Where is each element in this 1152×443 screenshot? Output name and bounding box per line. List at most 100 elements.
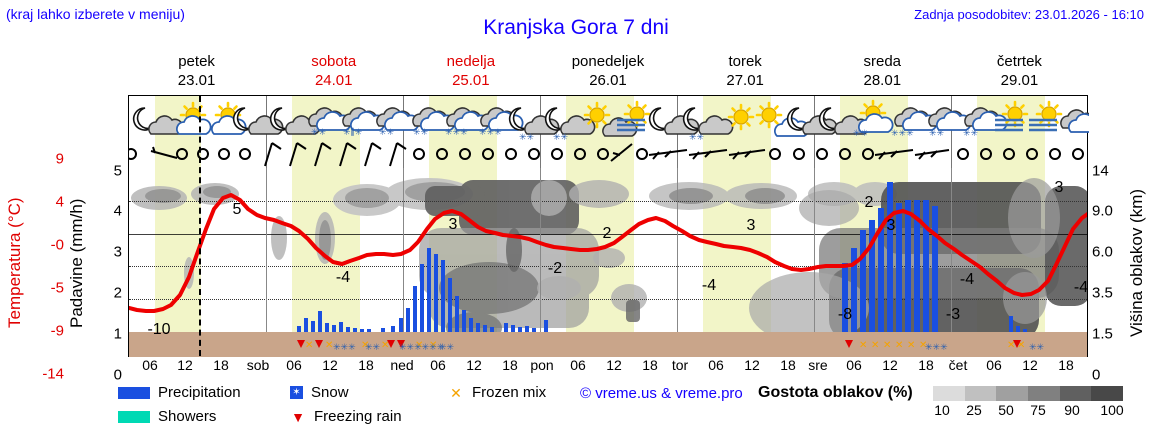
cloudheight-axis-ticks: 14 9.0 6.0 3.5 1.5 0 <box>1092 155 1126 384</box>
weather-icon-cloud-snow: ✳✳ <box>308 107 352 137</box>
temp-tick: -14 <box>42 365 64 383</box>
ground-strip: ✕ ✕ ✕ ✕ ✕ ✕ ✕ ✕ ✕ ✕ ✕ ✕ ✕ ✕ ✳✳✳ ✳✳ ✳✳✳✳✳✳ ✳✳ <box>129 332 1087 357</box>
x-tick: 18 <box>1058 357 1074 373</box>
data-field[interactable]: ✕ ✕ ✕ ✕ ✕ ✕ ✕ ✕ ✕ ✕ ✕ ✕ ✕ ✕ ✳✳✳ ✳✳ ✳✳✳✳✳✳ ✳✳ <box>129 168 1087 357</box>
x-tick: 06 <box>986 357 1002 373</box>
wind-calm-icon <box>1049 148 1061 160</box>
weather-icon-cloud-snow: ✳✳ <box>376 107 420 137</box>
weather-icon-sun <box>727 103 755 131</box>
x-tick: 06 <box>708 357 724 373</box>
weather-icon-cloud-snow-rain: ✳⫼✳ <box>342 107 386 137</box>
colorbar-tick: 100 <box>1100 402 1124 418</box>
wind-calm-icon <box>957 148 969 160</box>
temp-point-label: 3 <box>886 217 896 234</box>
colorbar-tick: 75 <box>1030 402 1046 418</box>
cloud-tick: 0 <box>1092 366 1101 384</box>
day-name: petek <box>178 53 215 70</box>
colorbar-step <box>1091 386 1124 401</box>
x-tick: 18 <box>918 357 934 373</box>
precipitation-axis-ticks: 5 4 3 2 1 0 <box>96 155 122 384</box>
svg-text:✳✳: ✳✳ <box>365 342 381 352</box>
day-header-petek: petek 23.01 <box>128 52 265 92</box>
weather-icon-moon-cloud-snow: ✳✳ <box>544 107 596 142</box>
copyright-link[interactable]: © vreme.us & vreme.pro <box>580 385 743 402</box>
wind-barb-icon <box>648 149 688 160</box>
temp-point-label: -10 <box>147 321 171 338</box>
temp-tick: -5 <box>50 279 64 297</box>
svg-text:✳✳: ✳✳ <box>519 132 535 141</box>
svg-text:✳✳: ✳✳ <box>413 127 429 137</box>
weather-icon-sun-cloud-snow: ✳✳ <box>853 99 894 138</box>
wind-barb-icon <box>314 142 332 167</box>
wind-calm-icon <box>1026 148 1038 160</box>
temp-point-label: -2 <box>547 260 563 277</box>
wind-calm-icon <box>597 148 609 160</box>
day-gridline <box>677 168 678 357</box>
colorbar-step <box>933 386 965 401</box>
precipitation-bars <box>297 182 1027 332</box>
svg-text:✕: ✕ <box>1017 340 1025 351</box>
day-date: 29.01 <box>1000 72 1039 89</box>
temp-tick: -0 <box>50 236 64 254</box>
wind-barb-icon <box>364 142 382 167</box>
wind-barb-icon <box>150 146 178 159</box>
colorbar-tick: 90 <box>1064 402 1080 418</box>
day-header-nedelja: nedelja 25.01 <box>402 52 539 92</box>
cloud-density-ticks: 10 25 50 75 90 100 <box>926 402 1136 420</box>
x-tick: 12 <box>744 357 760 373</box>
x-tick: 12 <box>177 357 193 373</box>
day-gridline <box>266 168 267 357</box>
day-date: 25.01 <box>452 72 490 89</box>
legend-item-snow: ✶ Snow <box>290 384 349 401</box>
colorbar-step <box>996 386 1029 401</box>
weather-icon-cloud-snow: ✳✳ <box>928 107 972 138</box>
temp-point-label: 2 <box>602 225 612 242</box>
cloud-density-title: Gostota oblakov (%) <box>758 384 913 401</box>
svg-text:✕: ✕ <box>429 340 437 351</box>
x-tick: čet <box>948 357 968 373</box>
weather-icon-moon-cloud-snow: ✳✳ <box>508 107 560 142</box>
forecast-plot[interactable]: ✳✳ ✳⫼✳ ✳✳ ✳✳ ✳✳✳ ✳✳✳ ✳✳ ✳✳ ✳✳ <box>125 95 1104 357</box>
day-date: 23.01 <box>177 72 216 89</box>
legend-item-precipitation: Precipitation <box>118 384 241 401</box>
day-header-ponedeljek: ponedeljek 26.01 <box>539 52 676 92</box>
svg-text:✳✳✳: ✳✳✳ <box>333 342 356 352</box>
temp-point-label: 2 <box>864 194 874 211</box>
wind-calm-icon <box>218 148 230 160</box>
svg-text:✕: ✕ <box>361 340 369 351</box>
svg-text:✳✳✳: ✳✳✳ <box>891 128 914 138</box>
cloudheight-axis-title: Višina oblakov (km) <box>1127 188 1146 338</box>
wind-calm-icon <box>528 148 540 160</box>
temp-tick: 9 <box>55 150 64 168</box>
cloud-tick: 6.0 <box>1092 243 1113 261</box>
svg-text:✕: ✕ <box>907 340 915 351</box>
wind-calm-icon <box>862 148 874 160</box>
location-menu-note[interactable]: (kraj lahko izberete v meniju) <box>6 6 185 22</box>
showers-swatch <box>118 410 150 423</box>
legend: Precipitation Showers ✶ Snow ▼ Freezing … <box>118 384 1152 442</box>
svg-text:✳✳: ✳✳ <box>439 342 455 352</box>
colorbar-tick: 10 <box>934 402 950 418</box>
precip-type-markers: ✕ ✕ ✕ ✕ ✕ ✕ ✕ ✕ ✕ ✕ ✕ ✕ ✕ ✕ ✳✳✳ ✳✳ ✳✳✳✳✳✳✳✳ <box>297 340 1045 352</box>
svg-text:✕: ✕ <box>325 340 333 351</box>
wind-barb-icon <box>389 142 407 167</box>
gridline <box>129 233 1087 235</box>
svg-text:✕: ✕ <box>859 340 867 351</box>
day-date: 28.01 <box>863 72 902 89</box>
svg-text:✕: ✕ <box>919 340 927 351</box>
legend-label: Frozen mix <box>472 384 547 401</box>
wind-calm-icon <box>1003 148 1015 160</box>
wind-calm-icon <box>980 148 992 160</box>
current-time-marker <box>199 96 201 356</box>
svg-text:✕: ✕ <box>415 340 423 351</box>
wind-barb-row <box>125 141 1087 168</box>
colorbar-tick: 25 <box>966 402 982 418</box>
wind-calm-icon <box>459 148 471 160</box>
wind-calm-icon <box>413 148 425 160</box>
x-tick: 18 <box>780 357 796 373</box>
day-date: 27.01 <box>726 72 764 89</box>
legend-item-freezing-rain: ▼ Freezing rain <box>290 408 401 425</box>
wind-calm-icon <box>636 148 648 160</box>
temp-point-label: -8 <box>837 306 853 323</box>
